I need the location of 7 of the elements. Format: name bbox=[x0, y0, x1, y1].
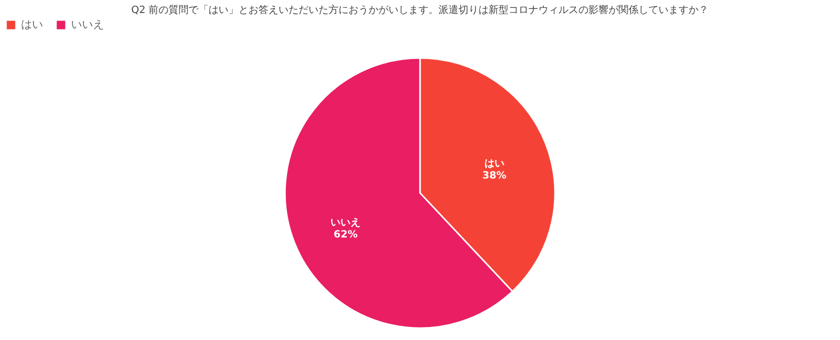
slice-label: はい bbox=[484, 158, 504, 170]
legend-label: はい bbox=[21, 18, 43, 31]
legend-label: いいえ bbox=[71, 18, 104, 31]
chart-title: Q2 前の質問で「はい」とお答えいただいた方におうかがいします。派遣切りは新型コロナウィルスの影響が関係していますか？ bbox=[131, 4, 709, 16]
data-label: 62% bbox=[334, 229, 358, 240]
data-label: 38% bbox=[482, 170, 506, 182]
slice-label: いいえ bbox=[330, 217, 361, 228]
